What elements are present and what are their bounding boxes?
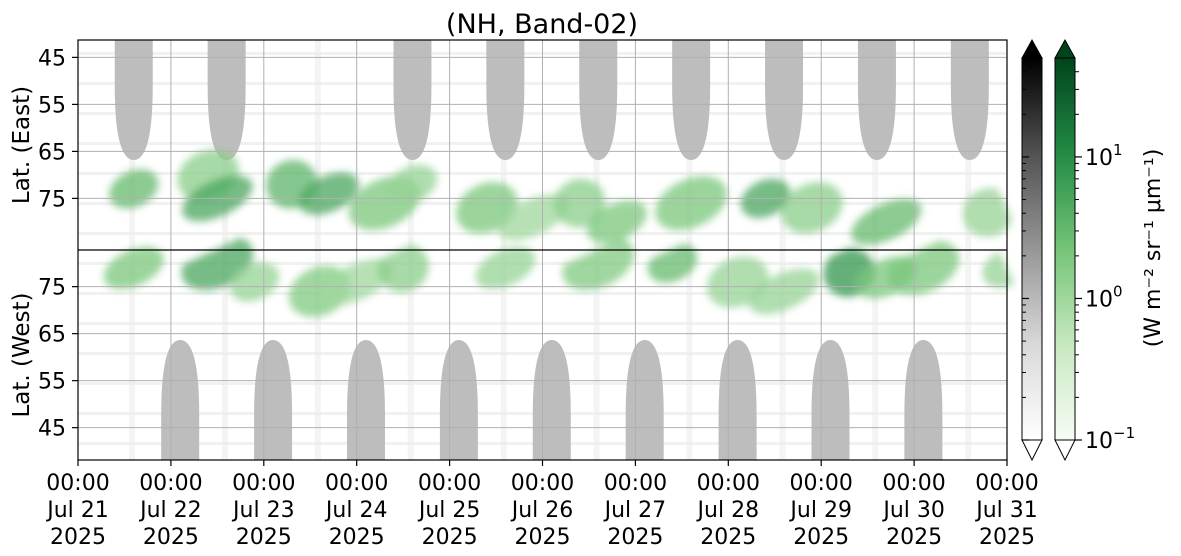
ytick-label: 65 (38, 323, 66, 348)
xtick-label: 00:00 Jul 29 2025 (788, 471, 852, 550)
colorbar-tick-label: 101 (1085, 141, 1123, 171)
masked-region-west (532, 340, 571, 460)
masked-region-east (950, 40, 989, 160)
masked-region-west (625, 340, 664, 460)
masked-region-east (207, 40, 246, 160)
masked-region-west (904, 340, 943, 460)
cluster-east (554, 178, 606, 228)
masked-region-west (346, 340, 385, 460)
colorbar-gray-extend-max (1021, 38, 1043, 59)
colorbar-tick-label: 10−1 (1085, 424, 1135, 454)
cluster-west (229, 262, 280, 302)
masked-region-west (718, 340, 757, 460)
colorbar-label: (W m⁻² sr⁻¹ μm⁻¹) (1141, 149, 1166, 348)
masked-region-east (765, 40, 804, 160)
chart-title: (NH, Band-02) (446, 9, 638, 40)
cluster-west (377, 243, 429, 293)
masked-region-west (161, 340, 200, 460)
masked-region-east (579, 40, 618, 160)
ylabel-west: Lat. (West) (9, 292, 35, 417)
colorbar-gray-extend-min (1021, 439, 1043, 462)
masked-region-west (811, 340, 850, 460)
ytick-label: 55 (38, 93, 66, 118)
colorbar-tick-label: 100 (1085, 282, 1123, 312)
xtick-label: 00:00 Jul 28 2025 (696, 471, 760, 550)
ytick-label: 45 (38, 46, 66, 71)
radiance-clusters (103, 149, 1032, 317)
xtick-label: 00:00 Jul 31 2025 (974, 471, 1038, 550)
xtick-label: 00:00 Jul 21 2025 (45, 471, 109, 550)
xtick-label: 00:00 Jul 25 2025 (417, 471, 481, 550)
ytick-label: 45 (38, 417, 66, 442)
cluster-east (497, 194, 569, 241)
colorbar-green-body (1054, 57, 1076, 441)
xtick-label: 00:00 Jul 24 2025 (324, 471, 388, 550)
colorbar-green-extend-min (1054, 439, 1076, 462)
cluster-east (962, 188, 1015, 237)
masked-region-east (393, 40, 432, 160)
cluster-west (475, 246, 536, 290)
ytick-label: 75 (38, 187, 66, 212)
masked-region-east (857, 40, 896, 160)
xtick-label: 00:00 Jul 27 2025 (603, 471, 667, 550)
cluster-east (655, 176, 728, 231)
colorbar-ticks: 10−1 100 101 (1022, 71, 1135, 454)
masked-region-west (254, 340, 293, 460)
masked-region-east (672, 40, 711, 160)
cluster-east (850, 198, 922, 245)
colorbar-green (1054, 38, 1076, 462)
xtick-label: 00:00 Jul 22 2025 (138, 471, 202, 550)
cluster-east (781, 182, 843, 234)
xtick-label: 00:00 Jul 23 2025 (231, 471, 295, 550)
colorbar-gray-body (1021, 57, 1043, 441)
ytick-label: 75 (38, 276, 66, 301)
cluster-west (748, 268, 820, 315)
masked-region-east (486, 40, 525, 160)
cluster-west (103, 246, 164, 290)
y-ticks: 45 55 65 75 75 65 55 45 (38, 46, 78, 442)
colorbar-green-extend-max (1054, 38, 1076, 59)
cluster-east (298, 172, 359, 215)
ytick-label: 65 (38, 140, 66, 165)
masked-region-west (439, 340, 478, 460)
xtick-label: 00:00 Jul 26 2025 (510, 471, 574, 550)
colorbar-gray (1021, 38, 1043, 462)
ytick-label: 55 (38, 370, 66, 395)
ylabel-east: Lat. (East) (9, 86, 35, 204)
cluster-east (387, 164, 438, 204)
cluster-east (586, 200, 647, 244)
masked-region-east (114, 40, 153, 160)
x-ticks: 00:00 Jul 21 2025 00:00 Jul 22 2025 00:00 Jul 2… (45, 460, 1039, 550)
xtick-label: 00:00 Jul 30 2025 (881, 471, 945, 550)
